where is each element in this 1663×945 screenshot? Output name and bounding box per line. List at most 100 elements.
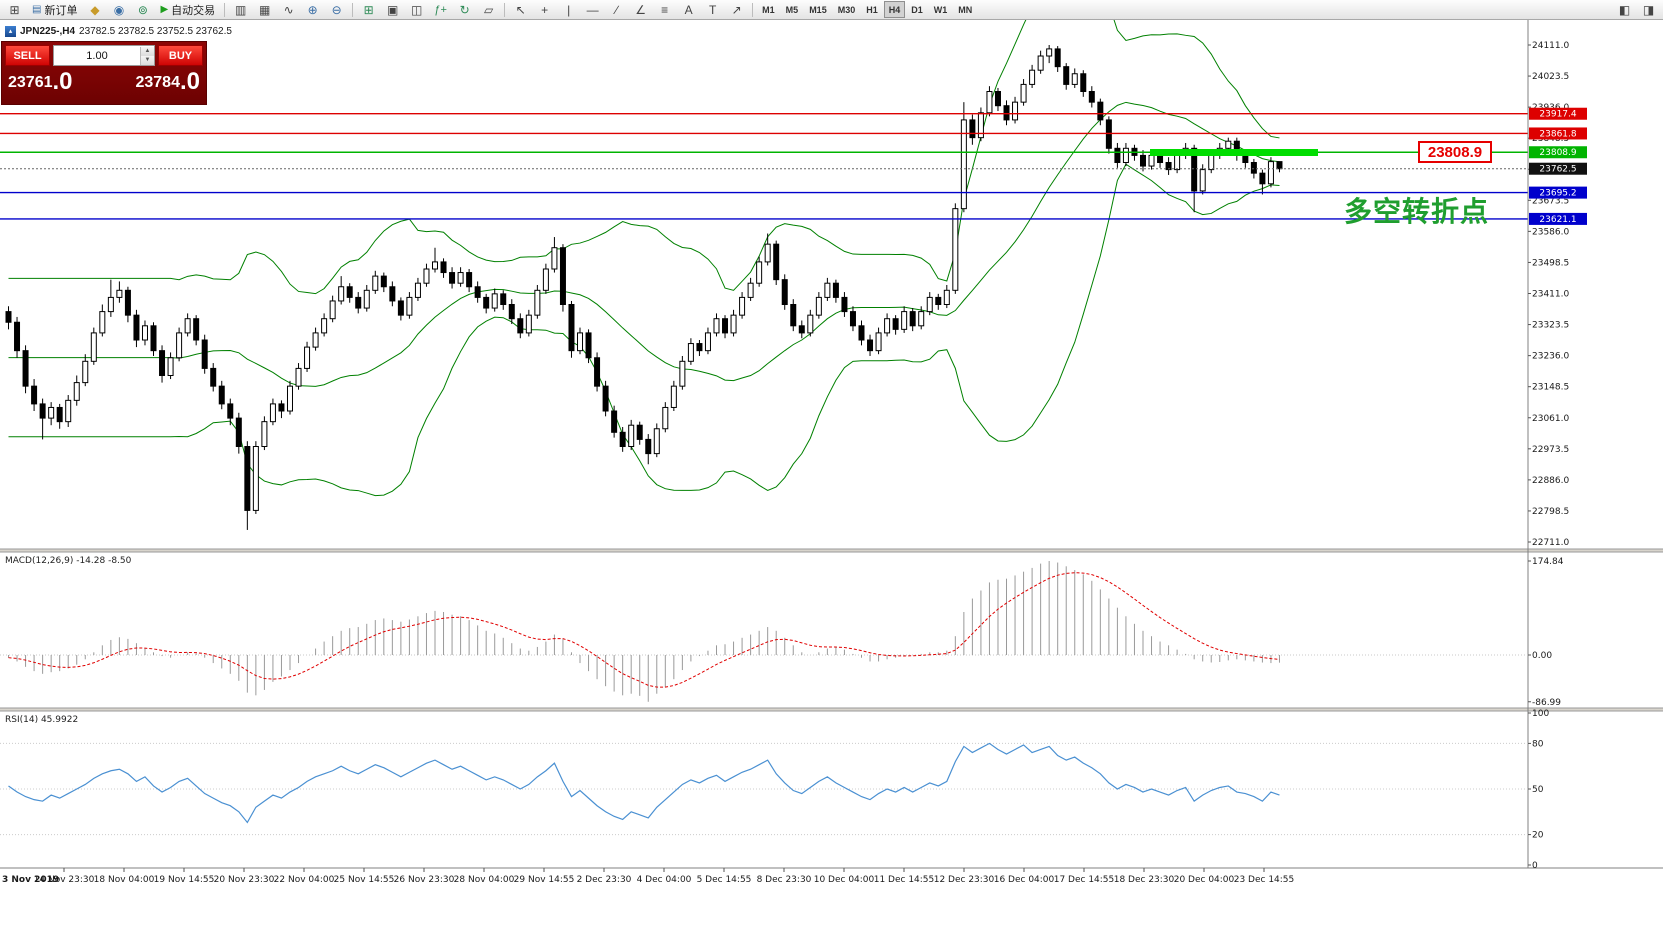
timeframe-m5[interactable]: M5 <box>785 4 799 15</box>
svg-text:4 Dec 04:00: 4 Dec 04:00 <box>637 875 692 885</box>
svg-text:22886.0: 22886.0 <box>1532 476 1569 486</box>
order-form-icon: ▤ <box>32 4 42 15</box>
auto-arrange-icon[interactable]: ▣ <box>386 2 399 17</box>
vertical-line-icon[interactable]: | <box>567 2 571 17</box>
rsi-panel: RSI(14) 45.9922 100 80 50 20 0 <box>0 709 1549 871</box>
sell-price-pips: .0 <box>52 68 73 95</box>
dock-left-icon[interactable]: ◧ <box>1618 2 1631 17</box>
svg-text:20: 20 <box>1532 831 1544 841</box>
chart-canvas[interactable]: 24111.024023.523936.023848.523761.023673… <box>0 20 1663 945</box>
lot-increase-icon[interactable]: ▲ <box>141 46 154 56</box>
svg-text:24111.0: 24111.0 <box>1532 41 1569 51</box>
svg-text:23061.0: 23061.0 <box>1532 414 1569 424</box>
svg-text:23411.0: 23411.0 <box>1532 290 1569 300</box>
turning-point-annotation: 多空转折点 <box>1344 196 1490 227</box>
new-order-button[interactable]: ▤ 新订单 <box>27 1 82 18</box>
svg-text:23498.5: 23498.5 <box>1532 258 1569 268</box>
svg-text:23695.2: 23695.2 <box>1539 189 1576 199</box>
svg-text:-86.99: -86.99 <box>1532 698 1561 708</box>
new-order-label: 新订单 <box>44 4 78 17</box>
dock-right-icon[interactable]: ◨ <box>1642 2 1655 17</box>
svg-text:MACD(12,26,9) -14.28 -8.50: MACD(12,26,9) -14.28 -8.50 <box>5 556 132 566</box>
svg-text:23 Dec 14:55: 23 Dec 14:55 <box>1234 875 1295 885</box>
svg-text:23673.5: 23673.5 <box>1532 196 1569 206</box>
buy-price-pips: .0 <box>179 68 200 95</box>
svg-text:50: 50 <box>1532 785 1544 795</box>
data-window-icon[interactable]: ⊚ <box>137 2 148 17</box>
svg-text:11 Dec 14:55: 11 Dec 14:55 <box>874 875 935 885</box>
svg-text:2 Dec 23:30: 2 Dec 23:30 <box>577 875 632 885</box>
channel-icon[interactable]: ∠ <box>635 2 647 17</box>
svg-text:28 Nov 04:00: 28 Nov 04:00 <box>454 875 515 885</box>
svg-text:12 Dec 23:30: 12 Dec 23:30 <box>934 875 995 885</box>
symbol-period-label: JPN225-,H4 <box>20 26 76 37</box>
svg-text:22973.5: 22973.5 <box>1532 445 1569 455</box>
svg-text:23148.5: 23148.5 <box>1532 383 1569 393</box>
period-icon[interactable]: ↻ <box>459 2 470 17</box>
market-watch-icon[interactable]: ◆ <box>90 2 100 17</box>
timeframe-d1[interactable]: D1 <box>911 4 923 15</box>
svg-text:23621.1: 23621.1 <box>1539 215 1576 225</box>
buy-button[interactable]: BUY <box>158 45 203 66</box>
lot-decrease-icon[interactable]: ▼ <box>141 55 154 65</box>
zoom-in-icon[interactable]: ⊕ <box>307 2 318 17</box>
svg-text:23762.5: 23762.5 <box>1539 165 1576 175</box>
navigator-icon[interactable]: ◉ <box>113 2 125 17</box>
tile-windows-icon[interactable]: ⊞ <box>363 2 374 17</box>
autotrading-label: 自动交易 <box>171 4 216 17</box>
fibonacci-icon[interactable]: ≡ <box>661 2 669 17</box>
ohlc-readout: 23782.5 23782.5 23752.5 23762.5 <box>79 26 232 37</box>
text-icon[interactable]: A <box>684 2 693 17</box>
timeframe-m15[interactable]: M15 <box>809 4 827 15</box>
new-chart-icon[interactable]: ⊞ <box>9 2 20 17</box>
indicators-icon[interactable]: ƒ+ <box>434 3 447 16</box>
timeframe-w1[interactable]: W1 <box>933 4 948 15</box>
timeframe-h1[interactable]: H1 <box>866 4 878 15</box>
svg-text:RSI(14) 45.9922: RSI(14) 45.9922 <box>5 715 78 725</box>
timeframe-m30[interactable]: M30 <box>837 4 856 15</box>
level-lines <box>0 113 1528 220</box>
svg-text:100: 100 <box>1532 709 1549 719</box>
bollinger-bands <box>8 20 1280 497</box>
svg-text:20 Dec 04:00: 20 Dec 04:00 <box>1174 875 1235 885</box>
svg-text:24023.5: 24023.5 <box>1532 72 1569 82</box>
svg-text:5 Dec 14:55: 5 Dec 14:55 <box>697 875 752 885</box>
separator <box>504 2 506 17</box>
svg-text:0.00: 0.00 <box>1532 651 1552 661</box>
templates-icon[interactable]: ▱ <box>484 2 494 17</box>
lot-size-value[interactable]: 1.00 <box>86 49 108 62</box>
svg-text:14 Nov 23:30: 14 Nov 23:30 <box>34 875 95 885</box>
svg-text:23917.4: 23917.4 <box>1539 110 1576 120</box>
timeframe-mn[interactable]: MN <box>958 4 973 15</box>
line-chart-icon[interactable]: ∿ <box>283 2 294 17</box>
arrow-tools-icon[interactable]: ↗ <box>731 2 742 17</box>
text-label-icon[interactable]: T <box>708 2 717 17</box>
timeframe-m1[interactable]: M1 <box>762 4 775 15</box>
toolbar: ⊞ ▤ 新订单 ◆ ◉ ⊚ ▶ 自动交易 ▥ ▦ ∿ ⊕ ⊖ ⊞ ▣ ◫ ƒ+ … <box>0 0 1663 20</box>
zoom-out-icon[interactable]: ⊖ <box>331 2 342 17</box>
trendline-icon[interactable]: ∕ <box>615 2 618 17</box>
chart-shift-icon[interactable]: ◫ <box>410 2 423 17</box>
bar-chart-icon[interactable]: ▥ <box>234 2 247 17</box>
crosshair-icon[interactable]: + <box>541 2 549 17</box>
timeframe-h4[interactable]: H4 <box>883 1 906 18</box>
svg-text:18 Nov 04:00: 18 Nov 04:00 <box>94 875 155 885</box>
svg-text:23808.9: 23808.9 <box>1539 148 1576 158</box>
horizontal-line-icon[interactable]: — <box>586 2 599 17</box>
cursor-icon[interactable]: ↖ <box>515 2 526 17</box>
candlestick-chart-icon[interactable]: ▦ <box>258 2 271 17</box>
autotrading-button[interactable]: ▶ 自动交易 <box>155 1 220 18</box>
separator <box>224 2 226 17</box>
support-highlight-bar <box>1150 149 1318 156</box>
one-click-trading-panel: SELL 1.00 ▲ ▼ BUY 23761 .0 23784 .0 <box>2 42 206 104</box>
price-axis: 24111.024023.523936.023848.523761.023673… <box>1528 41 1587 548</box>
panel-frame <box>0 20 1663 869</box>
separator <box>352 2 354 17</box>
lot-size-field[interactable]: 1.00 ▲ ▼ <box>53 45 155 66</box>
sell-price: 23761 .0 <box>8 70 73 94</box>
svg-text:0: 0 <box>1532 861 1538 871</box>
sell-button[interactable]: SELL <box>5 45 50 66</box>
svg-text:22711.0: 22711.0 <box>1532 538 1569 548</box>
